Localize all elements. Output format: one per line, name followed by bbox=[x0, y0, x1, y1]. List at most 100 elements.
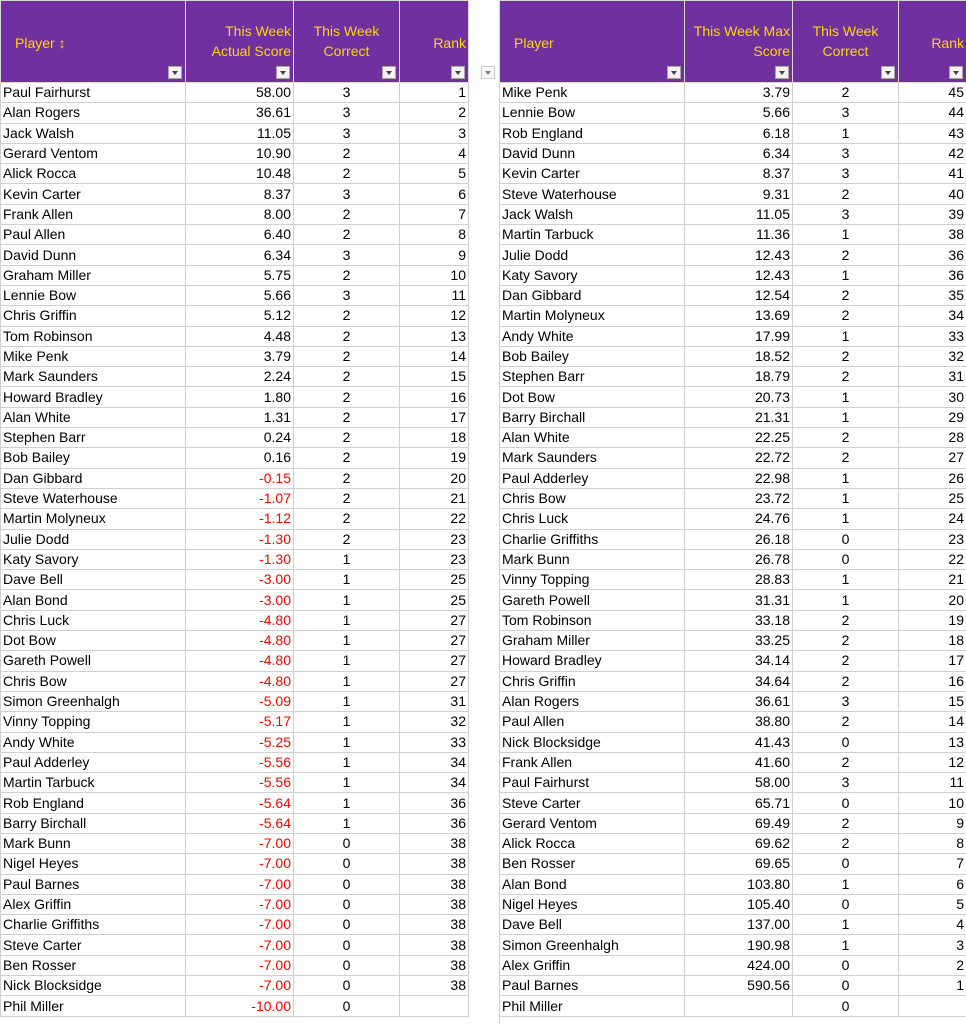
player-name-cell[interactable]: Alan White bbox=[0, 406, 186, 429]
player-name-cell[interactable]: Barry Birchall bbox=[0, 812, 186, 834]
player-name-cell[interactable]: Paul Barnes bbox=[499, 975, 685, 997]
score-cell[interactable]: 10.90 bbox=[185, 142, 294, 165]
player-name-cell[interactable]: Rob England bbox=[0, 792, 186, 814]
score-cell[interactable]: -3.00 bbox=[185, 589, 294, 611]
rank-cell[interactable]: 12 bbox=[898, 751, 966, 774]
max-score-column-header[interactable]: This Week Max Score bbox=[684, 0, 793, 83]
filter-dropdown-icon[interactable] bbox=[382, 66, 396, 79]
player-name-cell[interactable]: Alan White bbox=[499, 427, 685, 449]
correct-count-cell[interactable]: 2 bbox=[293, 467, 400, 489]
correct-count-cell[interactable]: 1 bbox=[792, 873, 899, 895]
player-name-cell[interactable]: Chris Griffin bbox=[0, 305, 186, 327]
rank-cell[interactable]: 8 bbox=[898, 832, 966, 855]
score-cell[interactable]: 3.79 bbox=[684, 81, 793, 104]
rank-cell[interactable]: 38 bbox=[898, 224, 966, 246]
player-name-cell[interactable]: Vinny Topping bbox=[499, 569, 685, 591]
correct-count-cell[interactable]: 2 bbox=[293, 508, 400, 530]
correct-count-cell[interactable]: 1 bbox=[293, 650, 400, 672]
rank-cell[interactable]: 2 bbox=[399, 102, 469, 124]
score-cell[interactable]: 65.71 bbox=[684, 792, 793, 814]
player-name-cell[interactable]: Chris Bow bbox=[499, 487, 685, 510]
rank-cell[interactable]: 15 bbox=[898, 690, 966, 713]
player-name-cell[interactable]: Howard Bradley bbox=[0, 386, 186, 408]
rank-cell[interactable]: 36 bbox=[399, 812, 469, 834]
rank-cell[interactable]: 34 bbox=[399, 772, 469, 794]
score-cell[interactable]: 6.34 bbox=[185, 244, 294, 266]
rank-cell[interactable]: 25 bbox=[399, 569, 469, 591]
player-name-cell[interactable]: Frank Allen bbox=[499, 751, 685, 774]
rank-cell[interactable]: 38 bbox=[399, 832, 469, 855]
player-name-cell[interactable]: David Dunn bbox=[0, 244, 186, 266]
rank-cell[interactable]: 24 bbox=[898, 508, 966, 530]
player-name-cell[interactable]: Mark Bunn bbox=[0, 832, 186, 855]
rank-cell[interactable]: 16 bbox=[898, 670, 966, 692]
player-name-cell[interactable]: Dave Bell bbox=[0, 569, 186, 591]
rank-cell[interactable]: 27 bbox=[399, 630, 469, 652]
player-name-cell[interactable]: Chris Luck bbox=[499, 508, 685, 530]
rank-cell[interactable]: 14 bbox=[399, 345, 469, 368]
player-name-cell[interactable]: Nigel Heyes bbox=[499, 893, 685, 916]
score-cell[interactable]: 23.72 bbox=[684, 487, 793, 510]
correct-count-cell[interactable]: 2 bbox=[792, 447, 899, 469]
correct-count-cell[interactable]: 1 bbox=[293, 711, 400, 733]
correct-count-cell[interactable]: 1 bbox=[792, 934, 899, 956]
score-cell[interactable]: 11.05 bbox=[185, 122, 294, 144]
rank-cell[interactable]: 23 bbox=[898, 528, 966, 550]
score-cell[interactable]: 24.76 bbox=[684, 508, 793, 530]
score-cell[interactable]: 8.37 bbox=[185, 183, 294, 205]
rank-cell[interactable]: 6 bbox=[399, 183, 469, 205]
rank-cell[interactable]: 33 bbox=[898, 325, 966, 347]
rank-cell[interactable]: 9 bbox=[399, 244, 469, 266]
correct-count-cell[interactable]: 0 bbox=[792, 731, 899, 753]
correct-count-cell[interactable]: 2 bbox=[293, 224, 400, 246]
correct-count-cell[interactable]: 2 bbox=[293, 427, 400, 449]
rank-cell[interactable]: 25 bbox=[399, 589, 469, 611]
correct-count-cell[interactable]: 0 bbox=[792, 975, 899, 997]
correct-count-cell[interactable]: 3 bbox=[293, 244, 400, 266]
player-name-cell[interactable]: Dan Gibbard bbox=[0, 467, 186, 489]
rank-cell[interactable]: 40 bbox=[898, 183, 966, 205]
score-cell[interactable]: -5.64 bbox=[185, 812, 294, 834]
player-name-cell[interactable]: Bob Bailey bbox=[499, 345, 685, 368]
player-name-cell[interactable]: Ben Rosser bbox=[499, 853, 685, 875]
rank-cell[interactable]: 19 bbox=[399, 447, 469, 469]
correct-count-cell[interactable]: 0 bbox=[293, 914, 400, 936]
score-cell[interactable]: 22.98 bbox=[684, 467, 793, 489]
score-cell[interactable]: 5.12 bbox=[185, 305, 294, 327]
player-name-cell[interactable]: Dan Gibbard bbox=[499, 284, 685, 307]
score-cell[interactable]: -4.80 bbox=[185, 630, 294, 652]
rank-cell[interactable]: 21 bbox=[399, 487, 469, 510]
rank-cell[interactable]: 27 bbox=[399, 670, 469, 692]
player-name-cell[interactable]: Rob England bbox=[499, 122, 685, 144]
correct-count-cell[interactable]: 3 bbox=[792, 690, 899, 713]
score-cell[interactable]: 58.00 bbox=[684, 772, 793, 794]
player-name-cell[interactable]: Martin Molyneux bbox=[0, 508, 186, 530]
correct-count-cell[interactable]: 1 bbox=[792, 487, 899, 510]
player-name-cell[interactable]: Alan Bond bbox=[499, 873, 685, 895]
rank-cell[interactable]: 5 bbox=[898, 893, 966, 916]
rank-cell[interactable]: 27 bbox=[399, 609, 469, 632]
player-name-cell[interactable]: Tom Robinson bbox=[0, 325, 186, 347]
player-name-cell[interactable]: Steve Carter bbox=[0, 934, 186, 956]
rank-cell[interactable]: 38 bbox=[399, 873, 469, 895]
correct-count-cell[interactable]: 2 bbox=[293, 345, 400, 368]
correct-count-cell[interactable]: 2 bbox=[792, 630, 899, 652]
rank-cell[interactable]: 17 bbox=[399, 406, 469, 429]
rank-cell[interactable]: 29 bbox=[898, 406, 966, 429]
score-cell[interactable]: 22.25 bbox=[684, 427, 793, 449]
score-cell[interactable]: 3.79 bbox=[185, 345, 294, 368]
player-name-cell[interactable]: Mark Saunders bbox=[499, 447, 685, 469]
player-name-cell[interactable]: Alick Rocca bbox=[0, 163, 186, 185]
score-cell[interactable]: 41.60 bbox=[684, 751, 793, 774]
rank-cell[interactable]: 41 bbox=[898, 163, 966, 185]
player-name-cell[interactable]: Katy Savory bbox=[0, 548, 186, 571]
rank-cell[interactable]: 1 bbox=[898, 975, 966, 997]
rank-cell[interactable]: 32 bbox=[898, 345, 966, 368]
rank-cell[interactable]: 38 bbox=[399, 934, 469, 956]
player-name-cell[interactable]: Paul Adderley bbox=[0, 751, 186, 774]
score-cell[interactable]: -7.00 bbox=[185, 954, 294, 977]
player-name-cell[interactable]: Steve Waterhouse bbox=[499, 183, 685, 205]
correct-count-cell[interactable]: 0 bbox=[293, 995, 400, 1017]
score-cell[interactable]: 69.62 bbox=[684, 832, 793, 855]
player-name-cell[interactable]: Bob Bailey bbox=[0, 447, 186, 469]
